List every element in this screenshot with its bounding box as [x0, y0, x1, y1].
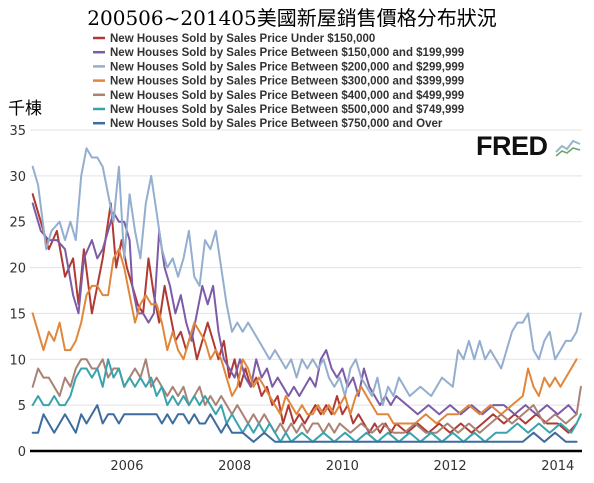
chart-title: 200506~201405美國新屋銷售價格分布狀況	[87, 6, 496, 30]
legend-label-6: New Houses Sold by Sales Price Between $…	[110, 104, 464, 116]
y-tick-label-20: 20	[9, 262, 26, 277]
legend-label-3: New Houses Sold by Sales Price Between $…	[110, 61, 464, 73]
x-tick-label-2012: 2012	[434, 459, 467, 474]
fred-logo-sparkline-icon-2	[555, 147, 581, 157]
series-lines	[31, 147, 582, 443]
fred-logo-sparkline-icon	[555, 139, 581, 153]
y-axis-unit-label: 千棟	[8, 99, 42, 119]
legend: New Houses Sold by Sales Price Under $15…	[93, 33, 464, 130]
y-tick-label-15: 15	[9, 307, 26, 322]
legend-label-4: New Houses Sold by Sales Price Between $…	[110, 76, 464, 88]
legend-label-7: New Houses Sold by Sales Price Between $…	[110, 118, 443, 130]
series-line-6	[31, 358, 582, 443]
y-axis-ticks: 0 5 10 15 20 25 30 35	[9, 124, 26, 460]
y-tick-label-30: 30	[9, 170, 26, 185]
fred-logo-text: FRED	[476, 131, 548, 161]
x-tick-label-2006: 2006	[110, 459, 143, 474]
x-axis-ticks: 2006 2008 2010 2012 2014	[110, 459, 574, 474]
y-tick-label-10: 10	[9, 353, 26, 368]
series-line-3	[31, 147, 582, 407]
x-tick-label-2014: 2014	[541, 459, 574, 474]
series-line-7	[31, 404, 578, 443]
fred-logo: FRED	[476, 131, 581, 161]
y-tick-label-25: 25	[9, 216, 26, 231]
legend-label-1: New Houses Sold by Sales Price Under $15…	[110, 33, 375, 45]
x-tick-label-2010: 2010	[326, 459, 359, 474]
y-tick-label-35: 35	[9, 124, 26, 139]
x-tick-label-2008: 2008	[218, 459, 251, 474]
legend-label-2: New Houses Sold by Sales Price Between $…	[110, 47, 464, 59]
y-tick-label-5: 5	[18, 399, 26, 414]
series-line-4	[31, 248, 578, 425]
y-tick-label-0: 0	[18, 445, 26, 460]
legend-label-5: New Houses Sold by Sales Price Between $…	[110, 90, 464, 102]
